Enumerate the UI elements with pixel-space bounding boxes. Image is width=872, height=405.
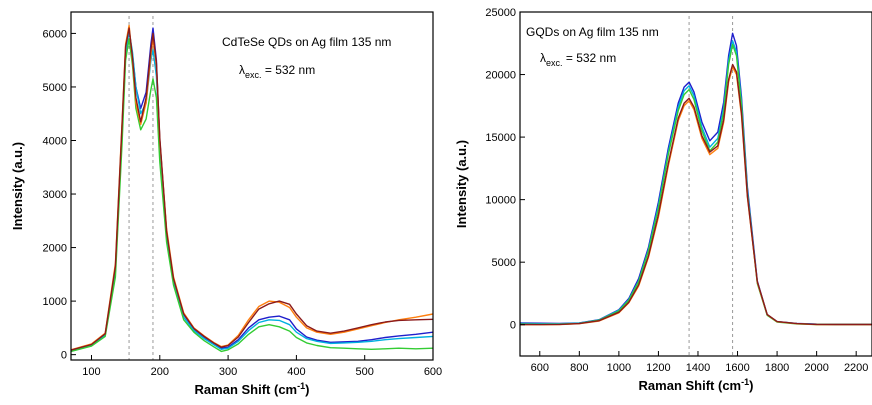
y-tick-label: 6000: [43, 28, 67, 40]
x-tick-label: 1600: [725, 362, 749, 374]
series-line-5: [70, 27, 434, 351]
x-tick-label: 1000: [607, 362, 631, 374]
x-tick-label: 100: [82, 366, 100, 378]
x-tick-label: 300: [219, 366, 237, 378]
plot-frame: [70, 11, 434, 361]
chart-panel-2: 600 800 1000 1200 1400 1600 1800 2000 2200 0 5000 1…: [454, 7, 872, 393]
sample-annotation: GQDs on Ag film 135 nm: [526, 25, 659, 39]
x-tick-label: 1400: [686, 362, 710, 374]
x-tick-label: 600: [424, 366, 442, 378]
y-tick-label: 0: [510, 320, 516, 332]
chart-panel-1: 100 200 300 400 500 6000100020003000400050006…: [10, 11, 442, 397]
x-tick-label: 800: [570, 362, 588, 374]
x-tick-label: 1800: [765, 362, 789, 374]
series-line-3: [70, 38, 434, 353]
y-tick-label: 5000: [43, 82, 67, 94]
x-tick-label: 500: [356, 366, 374, 378]
y-tick-label: 20000: [485, 70, 516, 82]
series-line-3: [519, 43, 872, 326]
plot-frame: [519, 11, 872, 357]
y-axis-label: Intensity (a.u.): [454, 140, 469, 228]
y-tick-label: 3000: [43, 189, 67, 201]
x-tick-label: 200: [151, 366, 169, 378]
y-tick-label: 15000: [485, 132, 516, 144]
excitation-annotation: λexc. = 532 nm: [540, 51, 616, 68]
x-tick-label: 400: [287, 366, 305, 378]
x-tick-label: 1200: [646, 362, 670, 374]
excitation-annotation: λexc. = 532 nm: [239, 63, 315, 80]
x-tick-label: 600: [531, 362, 549, 374]
x-axis-label: Raman Shift (cm-1): [639, 377, 754, 393]
y-tick-label: 1000: [43, 296, 67, 308]
y-tick-label: 4000: [43, 135, 67, 147]
y-tick-label: 10000: [485, 195, 516, 207]
x-tick-label: 2200: [844, 362, 868, 374]
series-line-5: [519, 63, 872, 326]
y-axis-label: Intensity (a.u.): [10, 142, 25, 230]
y-tick-label: 0: [61, 350, 67, 362]
series-line-1: [519, 32, 872, 325]
x-axis-label: Raman Shift (cm-1): [195, 381, 310, 397]
sample-annotation: CdTeSe QDs on Ag film 135 nm: [222, 35, 391, 49]
y-tick-label: 25000: [485, 7, 516, 19]
x-tick-label: 2000: [804, 362, 828, 374]
y-tick-label: 5000: [492, 257, 516, 269]
y-tick-label: 2000: [43, 243, 67, 255]
series-line-2: [519, 40, 872, 326]
